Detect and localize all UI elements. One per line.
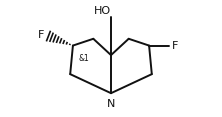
Text: HO: HO <box>94 6 111 16</box>
Text: F: F <box>172 41 178 51</box>
Text: N: N <box>107 99 115 109</box>
Text: F: F <box>38 30 44 40</box>
Text: &1: &1 <box>78 54 89 63</box>
